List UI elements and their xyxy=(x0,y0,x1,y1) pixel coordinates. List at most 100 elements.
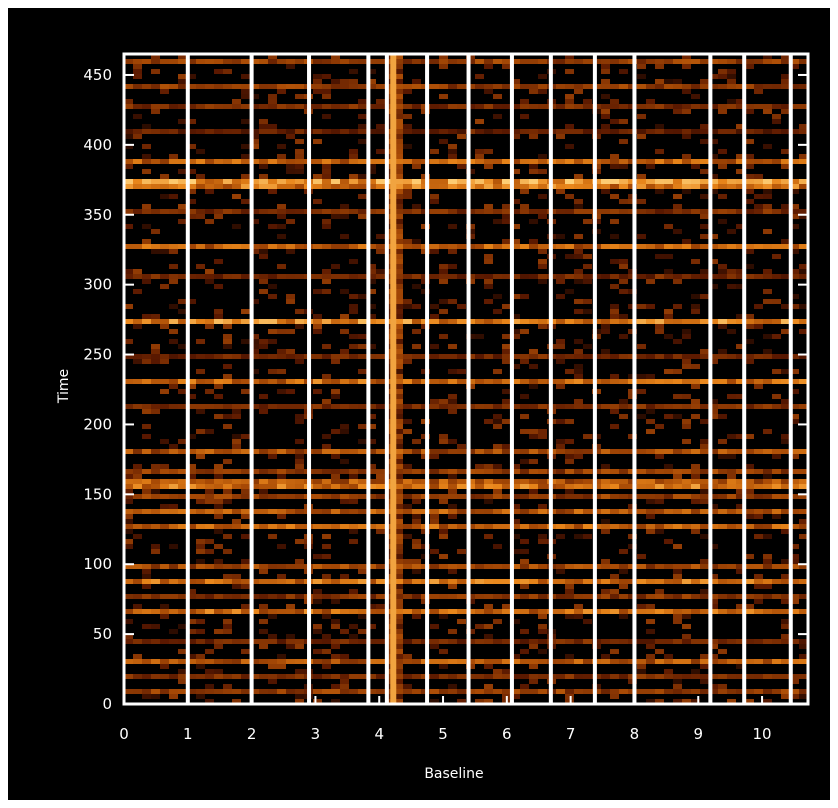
heatmap-cell xyxy=(205,184,214,189)
heatmap-cell xyxy=(763,319,772,324)
heatmap-cell xyxy=(538,504,547,509)
heatmap-cell xyxy=(340,609,349,614)
heatmap-cell xyxy=(250,524,259,529)
heatmap-cell xyxy=(322,104,331,109)
heatmap-cell xyxy=(754,484,763,489)
heatmap-cell xyxy=(736,494,745,499)
heatmap-cell xyxy=(259,404,268,409)
heatmap-cell xyxy=(619,244,628,249)
heatmap-cell xyxy=(691,494,700,499)
heatmap-cell xyxy=(583,469,592,474)
heatmap-cell xyxy=(187,564,196,569)
heatmap-cell xyxy=(124,99,133,104)
heatmap-cell xyxy=(412,379,421,384)
heatmap-cell xyxy=(799,674,808,679)
heatmap-cell xyxy=(574,639,583,644)
heatmap-cell xyxy=(754,304,763,309)
heatmap-cell xyxy=(259,354,268,359)
heatmap-cell xyxy=(439,184,448,189)
heatmap-cell xyxy=(322,494,331,499)
heatmap-cell xyxy=(655,324,664,329)
heatmap-cell xyxy=(124,104,133,109)
heatmap-cell xyxy=(646,184,655,189)
heatmap-cell xyxy=(196,564,205,569)
heatmap-cell xyxy=(475,564,484,569)
heatmap-cell xyxy=(394,104,403,109)
heatmap-cell xyxy=(205,564,214,569)
heatmap-cell xyxy=(214,529,223,534)
heatmap-cell xyxy=(394,74,403,79)
heatmap-cell xyxy=(781,659,790,664)
heatmap-cell xyxy=(610,594,619,599)
heatmap-cell xyxy=(700,499,709,504)
heatmap-cell xyxy=(412,319,421,324)
heatmap-cell xyxy=(142,244,151,249)
heatmap-cell xyxy=(394,489,403,494)
heatmap-cell xyxy=(196,559,205,564)
heatmap-cell xyxy=(286,404,295,409)
heatmap-cell xyxy=(259,209,268,214)
heatmap-cell xyxy=(475,84,484,89)
heatmap-cell xyxy=(565,654,574,659)
heatmap-cell xyxy=(574,269,583,274)
heatmap-cell xyxy=(574,299,583,304)
heatmap-cell xyxy=(196,129,205,134)
heatmap-cell xyxy=(232,84,241,89)
heatmap-cell xyxy=(781,484,790,489)
heatmap-cell xyxy=(151,489,160,494)
heatmap-cell xyxy=(745,674,754,679)
heatmap-cell xyxy=(781,329,790,334)
heatmap-cell xyxy=(160,319,169,324)
heatmap-cell xyxy=(205,319,214,324)
heatmap-cell xyxy=(772,354,781,359)
heatmap-cell xyxy=(736,104,745,109)
heatmap-cell xyxy=(367,169,376,174)
heatmap-cell xyxy=(223,364,232,369)
heatmap-cell xyxy=(754,584,763,589)
heatmap-cell xyxy=(781,184,790,189)
heatmap-cell xyxy=(268,59,277,64)
heatmap-cell xyxy=(268,454,277,459)
heatmap-cell xyxy=(412,239,421,244)
heatmap-cell xyxy=(394,649,403,654)
heatmap-cell xyxy=(718,269,727,274)
heatmap-cell xyxy=(259,244,268,249)
heatmap-cell xyxy=(241,479,250,484)
heatmap-cell xyxy=(574,469,583,474)
heatmap-cell xyxy=(178,469,187,474)
heatmap-cell xyxy=(322,404,331,409)
heatmap-cell xyxy=(790,294,799,299)
heatmap-cell xyxy=(367,424,376,429)
heatmap-cell xyxy=(367,179,376,184)
heatmap-cell xyxy=(448,524,457,529)
heatmap-cell xyxy=(772,469,781,474)
heatmap-cell xyxy=(178,689,187,694)
heatmap-cell xyxy=(475,244,484,249)
heatmap-cell xyxy=(475,624,484,629)
heatmap-cell xyxy=(700,419,709,424)
heatmap-cell xyxy=(151,244,160,249)
heatmap-cell xyxy=(673,59,682,64)
heatmap-cell xyxy=(376,604,385,609)
heatmap-cell xyxy=(349,539,358,544)
heatmap-cell xyxy=(538,209,547,214)
heatmap-cell xyxy=(655,639,664,644)
heatmap-cell xyxy=(295,659,304,664)
heatmap-cell xyxy=(673,474,682,479)
heatmap-cell xyxy=(430,524,439,529)
heatmap-cell xyxy=(394,459,403,464)
heatmap-cell xyxy=(574,159,583,164)
heatmap-cell xyxy=(340,684,349,689)
heatmap-cell xyxy=(205,279,214,284)
heatmap-cell xyxy=(394,109,403,114)
heatmap-cell xyxy=(655,699,664,704)
heatmap-cell xyxy=(385,384,394,389)
heatmap-cell xyxy=(160,359,169,364)
heatmap-cell xyxy=(331,179,340,184)
heatmap-cell xyxy=(493,639,502,644)
heatmap-cell xyxy=(250,84,259,89)
heatmap-cell xyxy=(205,549,214,554)
heatmap-cell xyxy=(403,579,412,584)
heatmap-cell xyxy=(376,184,385,189)
heatmap-cell xyxy=(493,619,502,624)
